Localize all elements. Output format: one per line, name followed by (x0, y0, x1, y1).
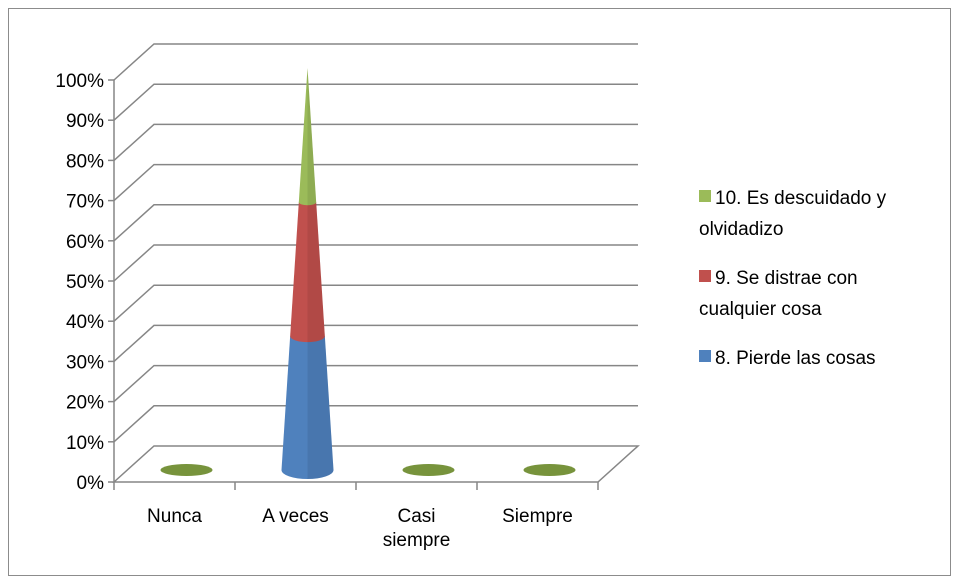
category-labels: Nunca A veces Casi siempre Siempre (147, 506, 573, 551)
y-tick-labels: 0% 10% 20% 30% 40% 50% 60% 70% 80% 90% 100% (55, 71, 104, 494)
gridline (113, 244, 638, 282)
axes (108, 79, 599, 490)
category-label: Nunca (147, 506, 202, 527)
y-tick-label: 50% (66, 272, 104, 293)
gridline (113, 43, 638, 81)
gridline (113, 284, 638, 322)
empty-category-marker (160, 464, 213, 476)
legend: 10. Es descuidado y olvidadizo 9. Se distr… (699, 188, 887, 369)
y-tick-label: 0% (77, 473, 105, 494)
y-tick-label: 90% (66, 111, 104, 132)
chart-frame: 0% 10% 20% 30% 40% 50% 60% 70% 80% 90% 100% Nunca A… (8, 8, 951, 576)
chart-floor (112, 445, 640, 483)
gridline (113, 364, 638, 403)
legend-label: 9. Se distrae con cualquier cosa (699, 268, 858, 320)
y-tick-label: 80% (66, 151, 104, 172)
bar-segment (290, 202, 325, 343)
legend-label: 10. Es descuidado y olvidadizo (699, 188, 887, 240)
y-tick-label: 70% (66, 192, 104, 213)
chart-marks (160, 68, 576, 479)
gridline (113, 204, 638, 242)
bar-segment-shade (307, 202, 325, 343)
category-label: Siempre (502, 506, 573, 527)
bar-segment (298, 68, 317, 206)
empty-category-marker (523, 464, 576, 476)
category-label: Casi siempre (383, 506, 451, 551)
chart-walls (112, 445, 640, 483)
legend-swatch (699, 350, 711, 362)
chart-svg: 0% 10% 20% 30% 40% 50% 60% 70% 80% 90% 100% Nunca A… (55, 43, 887, 551)
y-tick-label: 60% (66, 232, 104, 253)
category-label: A veces (262, 506, 329, 527)
empty-category-marker (402, 464, 455, 476)
y-tick-label: 10% (66, 433, 104, 454)
gridline (113, 123, 638, 161)
gridline (113, 83, 638, 121)
legend-swatch (699, 190, 711, 202)
legend-swatch (699, 270, 711, 282)
gridline (113, 324, 638, 362)
bar-segment-shade (307, 336, 334, 479)
y-tick-label: 20% (66, 393, 104, 414)
gridlines (113, 43, 638, 443)
y-tick-label: 100% (55, 71, 104, 92)
y-tick-label: 40% (66, 312, 104, 333)
legend-label: 8. Pierde las cosas (715, 348, 876, 369)
bar-segment-shade (307, 68, 317, 206)
gridline (113, 163, 638, 202)
y-tick-label: 30% (66, 352, 104, 373)
gridline (113, 405, 638, 443)
bar-segment (281, 336, 334, 479)
